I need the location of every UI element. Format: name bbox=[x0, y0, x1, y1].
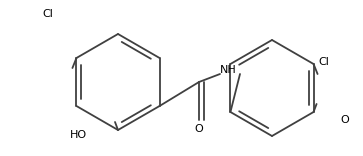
Text: Cl: Cl bbox=[42, 9, 53, 19]
Text: O: O bbox=[195, 124, 203, 134]
Text: HO: HO bbox=[69, 130, 86, 140]
Text: O: O bbox=[340, 115, 349, 125]
Text: NH: NH bbox=[220, 65, 236, 75]
Text: Cl: Cl bbox=[318, 57, 329, 67]
